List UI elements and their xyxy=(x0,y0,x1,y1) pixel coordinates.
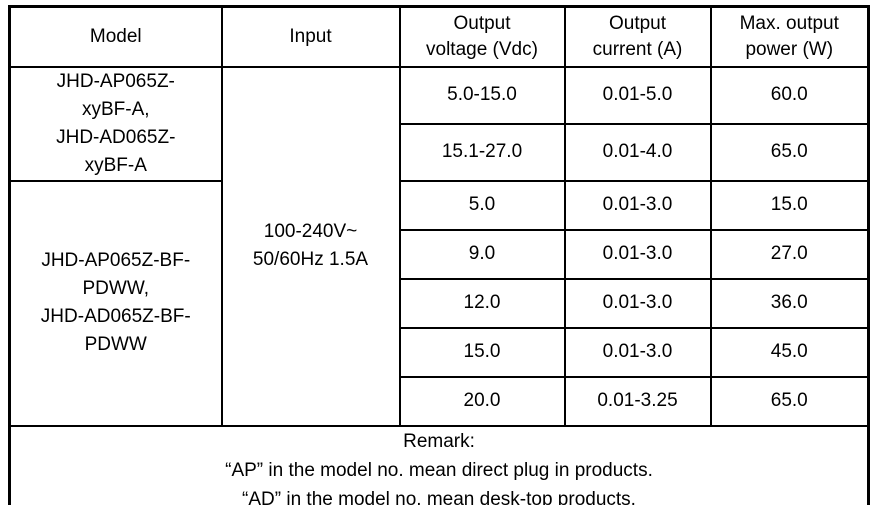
remark-cell: Remark: “AP” in the model no. mean direc… xyxy=(8,424,870,505)
current-cell: 0.01-3.0 xyxy=(563,277,712,329)
remark-row: Remark: “AP” in the model no. mean direc… xyxy=(8,424,870,505)
col-header-max-power: Max. output power (W) xyxy=(709,5,870,68)
table-row: 20.0 0.01-3.25 65.0 xyxy=(10,375,870,427)
model-group-b-cell: JHD-AP065Z-BF- PDWW, JHD-AD065Z-BF- PDWW xyxy=(8,179,223,427)
voltage-cell: 5.0 xyxy=(398,179,566,231)
table-row: JHD-AP065Z- xyBF-A, JHD-AD065Z- xyBF-A 1… xyxy=(8,65,870,427)
power-spec-table: Model Input Output voltage (Vdc) Output … xyxy=(8,5,870,505)
table-row: 12.0 0.01-3.0 36.0 xyxy=(10,277,870,329)
col-header-output-voltage: Output voltage (Vdc) xyxy=(398,5,566,68)
current-cell: 0.01-3.0 xyxy=(563,179,712,231)
model-group-a-cell: JHD-AP065Z- xyBF-A, JHD-AD065Z- xyBF-A xyxy=(8,65,223,182)
col-header-output-current: Output current (A) xyxy=(563,5,712,68)
voltage-cell: 15.0 xyxy=(398,326,566,378)
voltage-cell: 15.1-27.0 xyxy=(398,122,566,182)
remark-title: Remark: xyxy=(403,430,475,452)
power-cell: 27.0 xyxy=(709,228,870,280)
voltage-cell: 20.0 xyxy=(398,375,566,427)
power-cell: 60.0 xyxy=(709,65,870,125)
current-cell: 0.01-5.0 xyxy=(563,65,712,125)
col-header-input: Input xyxy=(220,5,401,68)
current-cell: 0.01-3.25 xyxy=(563,375,712,427)
current-cell: 0.01-3.0 xyxy=(563,228,712,280)
power-cell: 36.0 xyxy=(709,277,870,329)
remark-line-ad: “AD” in the model no. mean desk-top prod… xyxy=(242,488,636,505)
power-cell: 45.0 xyxy=(709,326,870,378)
power-cell: 15.0 xyxy=(709,179,870,231)
table-row: 15.0 0.01-3.0 45.0 xyxy=(10,326,870,378)
input-cell: 100-240V~ 50/60Hz 1.5A xyxy=(220,65,401,427)
remark-line-ap: “AP” in the model no. mean direct plug i… xyxy=(225,459,653,481)
current-cell: 0.01-3.0 xyxy=(563,326,712,378)
current-cell: 0.01-4.0 xyxy=(563,122,712,182)
table-row: JHD-AP065Z-BF- PDWW, JHD-AD065Z-BF- PDWW… xyxy=(8,179,870,427)
power-cell: 65.0 xyxy=(709,122,870,182)
table-row: 9.0 0.01-3.0 27.0 xyxy=(10,228,870,280)
voltage-cell: 9.0 xyxy=(398,228,566,280)
table-header-row: Model Input Output voltage (Vdc) Output … xyxy=(8,5,870,68)
table-row: 15.1-27.0 0.01-4.0 65.0 xyxy=(10,122,870,182)
voltage-cell: 12.0 xyxy=(398,277,566,329)
power-cell: 65.0 xyxy=(709,375,870,427)
col-header-model: Model xyxy=(8,5,223,68)
voltage-cell: 5.0-15.0 xyxy=(398,65,566,125)
